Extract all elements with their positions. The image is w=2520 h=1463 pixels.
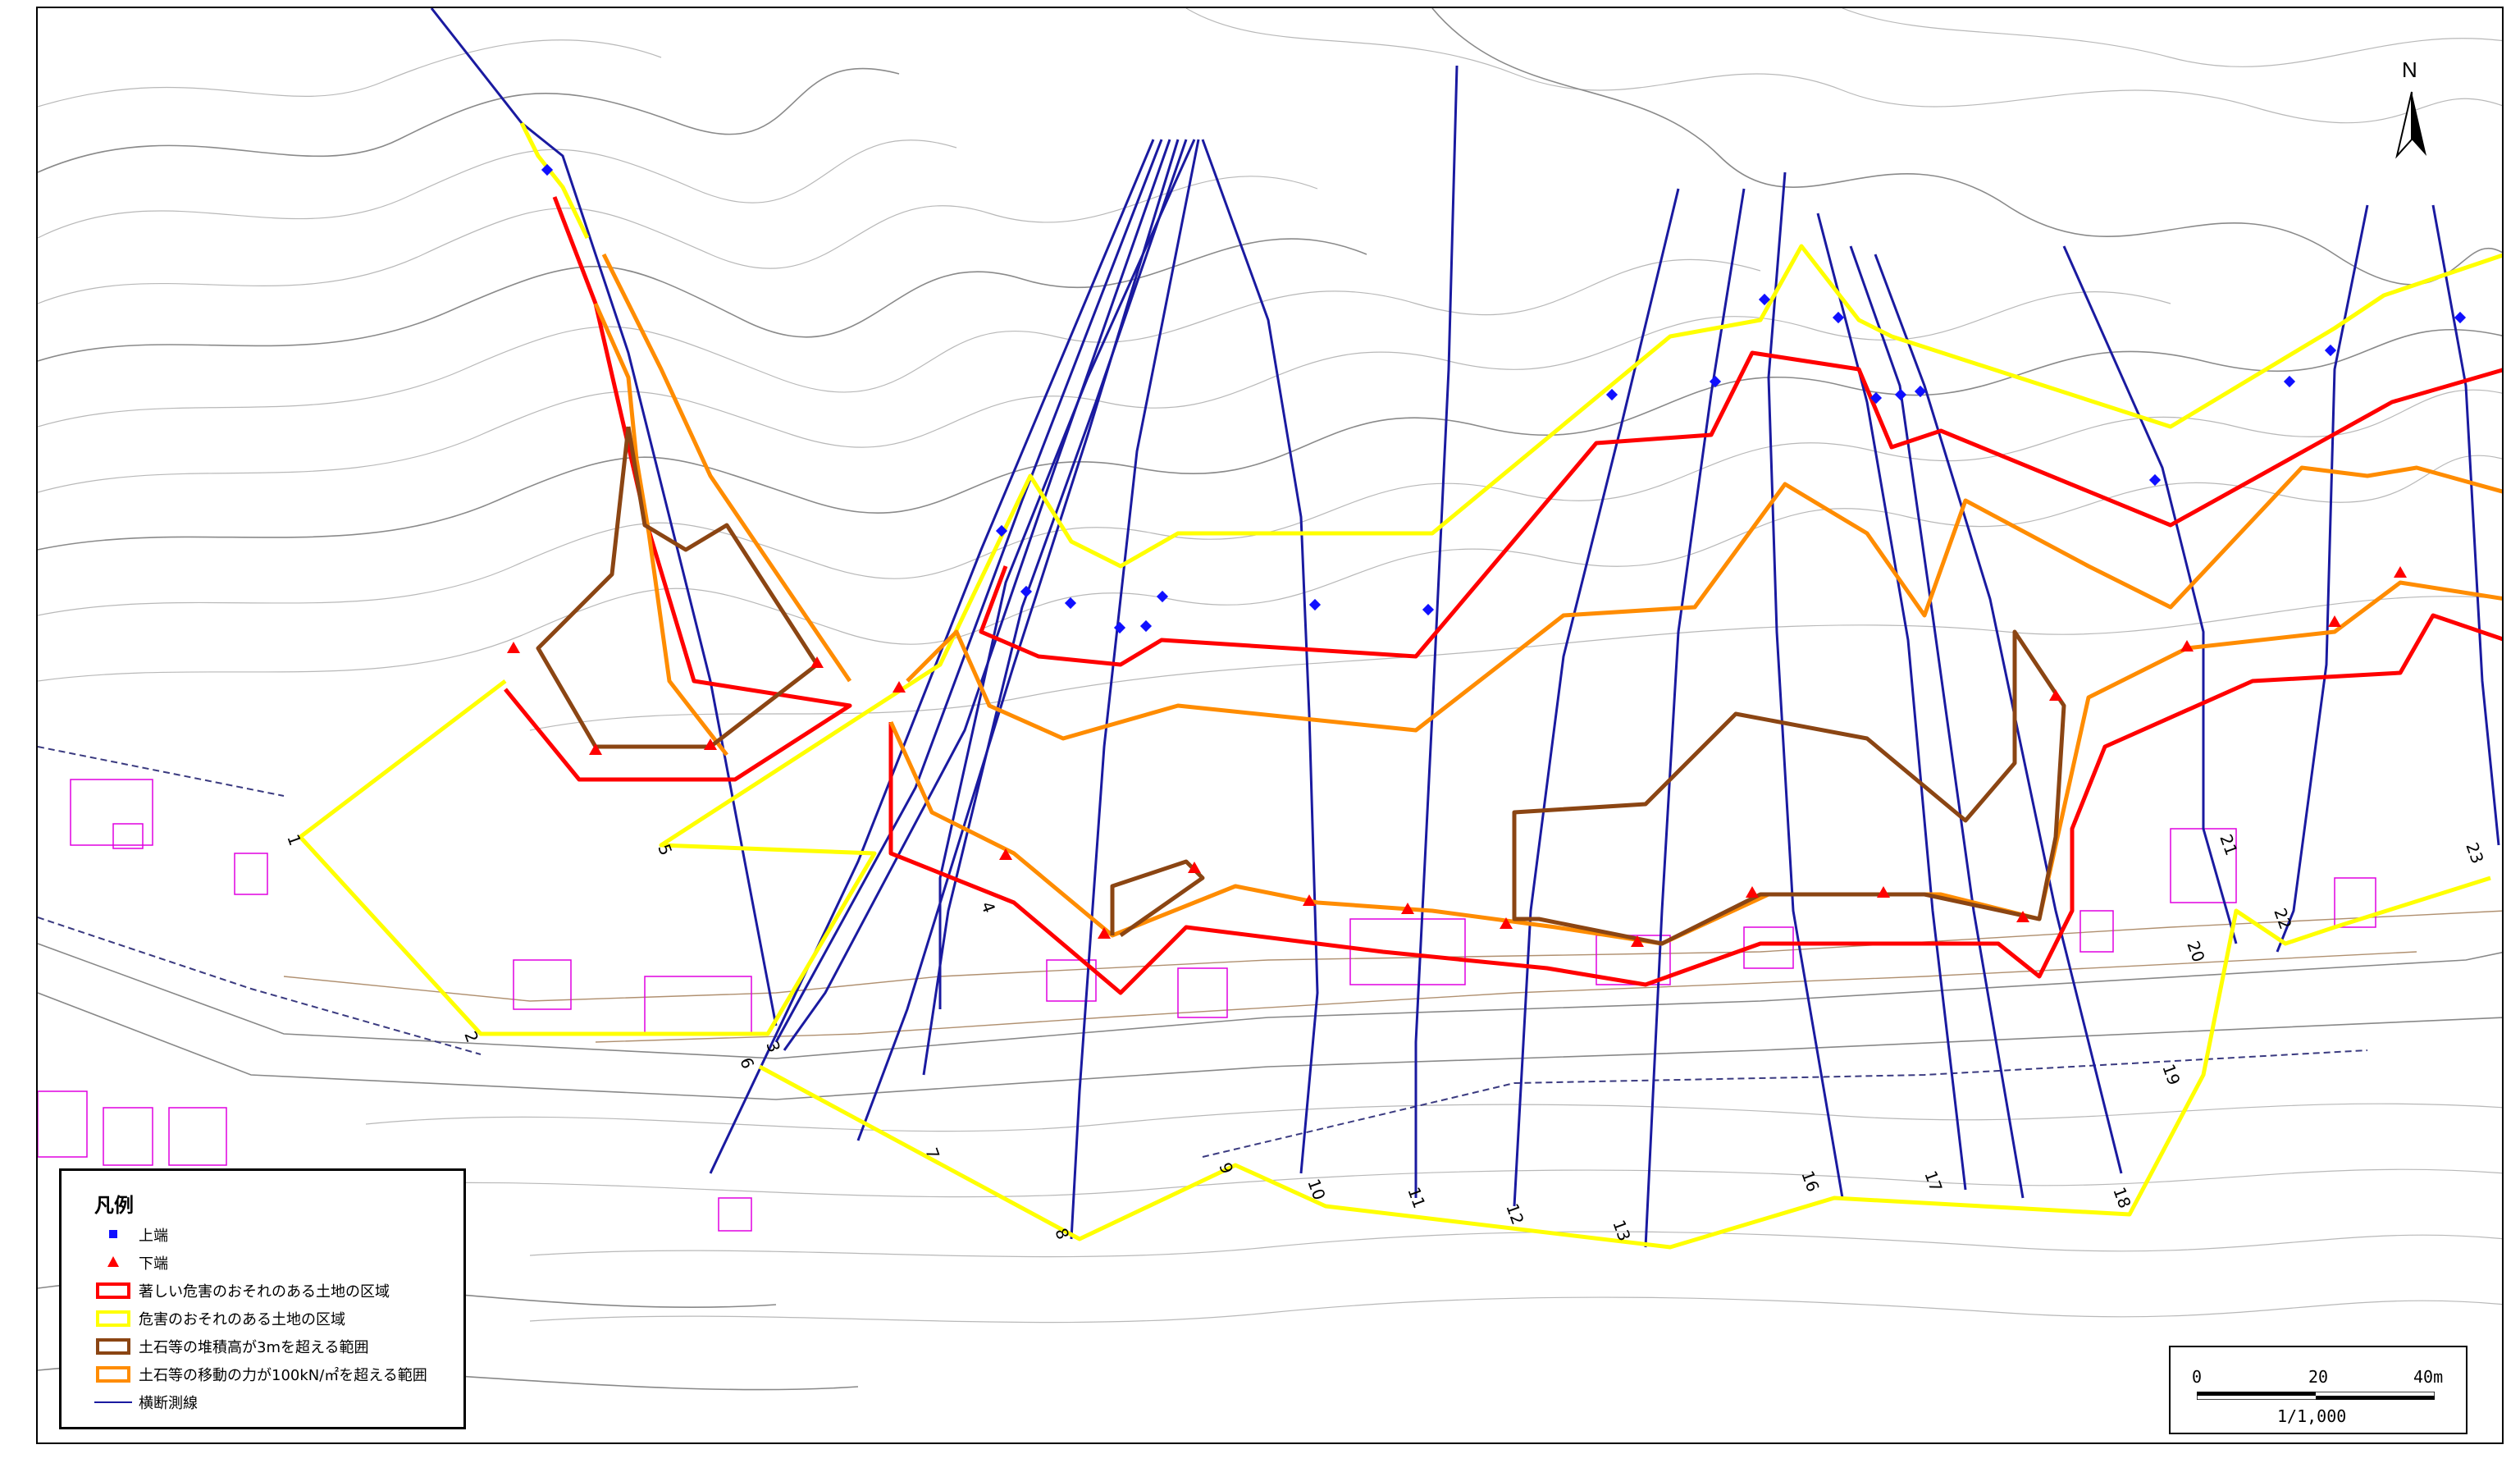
upper-end-marker (1156, 590, 1169, 603)
upper-end-marker (2454, 311, 2467, 324)
zone-red (504, 196, 2502, 995)
lower-end-marker (1631, 935, 1644, 947)
upper-end-marker (1064, 597, 1077, 610)
lower-end-marker (1188, 862, 1201, 873)
lower-end-marker (999, 848, 1012, 860)
section-label-8: 8 (1051, 1226, 1073, 1242)
lower-end-marker (1746, 886, 1759, 898)
section-label-11: 11 (1404, 1185, 1429, 1211)
red-box-icon (94, 1281, 134, 1301)
upper-end-marker (1422, 603, 1435, 616)
upper-end-marker (2324, 344, 2337, 357)
lower-end-marker (2180, 640, 2194, 651)
upper-end-marker (1308, 598, 1322, 611)
lower-end-marker (1303, 894, 1316, 906)
zone-brown (536, 426, 2066, 946)
legend-item-red-zone: 著しい危害のおそれのある土地の区域 (94, 1279, 390, 1302)
lower-end-marker (1098, 927, 1111, 939)
section-label-16: 16 (1797, 1168, 1823, 1195)
upper-end-marker (1894, 388, 1907, 401)
lower-end-marker (2328, 615, 2341, 627)
section-label-1: 1 (283, 832, 305, 848)
hazard-map: 1 2 3 4 5 6 7 8 9 10 11 12 13 16 17 18 1… (38, 8, 2502, 1391)
legend-label: 下端 (139, 1255, 168, 1273)
upper-end-marker (1139, 619, 1153, 633)
section-label-4: 4 (977, 899, 999, 916)
lower-end-marker (2049, 689, 2062, 701)
lower-end-marker (1401, 903, 1414, 914)
blue-square-icon (94, 1225, 134, 1245)
lower-end-marker (892, 681, 906, 693)
scale-ratio: 1/1,000 (2277, 1406, 2347, 1426)
section-label-22: 22 (2270, 906, 2295, 932)
legend-label: 著しい危害のおそれのある土地の区域 (139, 1283, 390, 1301)
yellow-box-icon (94, 1309, 134, 1328)
section-label-19: 19 (2158, 1062, 2184, 1088)
contour-lines (38, 8, 2502, 1324)
section-label-23: 23 (2462, 840, 2487, 866)
lower-end-marker (1877, 886, 1890, 898)
lower-end-marker (2016, 911, 2029, 922)
legend-label: 上端 (139, 1228, 168, 1245)
section-label-12: 12 (1502, 1201, 1527, 1228)
legend-item-upper-end: 上端 (94, 1223, 168, 1246)
upper-end-marker (1113, 621, 1126, 634)
scale-tick-0: 0 (2192, 1367, 2203, 1387)
upper-end-marker (1832, 311, 1845, 324)
upper-end-markers (541, 163, 2467, 634)
north-label: N (2402, 57, 2417, 82)
lower-end-marker (2394, 566, 2407, 578)
scale-tick-40: 40m (2413, 1367, 2444, 1387)
upper-end-marker (995, 524, 1008, 537)
legend-item-lower-end: 下端 (94, 1251, 168, 1274)
upper-end-marker (1020, 585, 1033, 598)
legend-item-brown-zone: 土石等の堆積高が3mを超える範囲 (94, 1335, 368, 1358)
scale-box: 0 20 40m 1/1,000 (2169, 1346, 2468, 1434)
brown-box-icon (94, 1337, 134, 1356)
orange-box-icon (94, 1365, 134, 1384)
red-triangle-icon (94, 1253, 134, 1273)
section-label-17: 17 (1920, 1168, 1946, 1195)
legend-item-yellow-zone: 危害のおそれのある土地の区域 (94, 1307, 345, 1330)
lower-end-marker (810, 656, 824, 668)
section-label-20: 20 (2183, 939, 2208, 965)
upper-end-marker (1605, 388, 1618, 401)
lower-end-marker (589, 743, 602, 755)
legend-title: 凡例 (94, 1194, 134, 1217)
upper-end-marker (541, 163, 554, 176)
legend-box: 凡例 上端 下端 著しい危害のおそれのある土地の区域 危害のおそれのある土地の区… (59, 1168, 466, 1429)
lower-end-marker (507, 642, 520, 653)
north-arrow-icon (2395, 91, 2426, 159)
buildings (38, 779, 2376, 1232)
section-label-5: 5 (654, 842, 676, 858)
rail-lines (38, 746, 2368, 1158)
section-label-3: 3 (762, 1039, 784, 1055)
section-label-9: 9 (1215, 1160, 1237, 1177)
scale-tick-20: 20 (2308, 1367, 2329, 1387)
legend-label: 横断測線 (139, 1395, 198, 1412)
legend-label: 土石等の移動の力が100kN/㎡を超える範囲 (139, 1367, 427, 1384)
lower-end-marker (1500, 917, 1513, 929)
legend-item-orange-zone: 土石等の移動の力が100kN/㎡を超える範囲 (94, 1363, 427, 1386)
legend-item-section-line: 横断測線 (94, 1391, 198, 1414)
scale-bar (2197, 1392, 2435, 1400)
lower-end-marker (704, 738, 717, 750)
section-label-21: 21 (2216, 832, 2241, 858)
lower-end-markers (507, 566, 2407, 947)
blue-line-icon (94, 1392, 134, 1412)
legend-label: 危害のおそれのある土地の区域 (139, 1311, 345, 1328)
upper-end-marker (2283, 375, 2296, 388)
section-label-18: 18 (2109, 1185, 2134, 1211)
upper-end-marker (2148, 473, 2162, 487)
legend-label: 土石等の堆積高が3mを超える範囲 (139, 1339, 369, 1356)
